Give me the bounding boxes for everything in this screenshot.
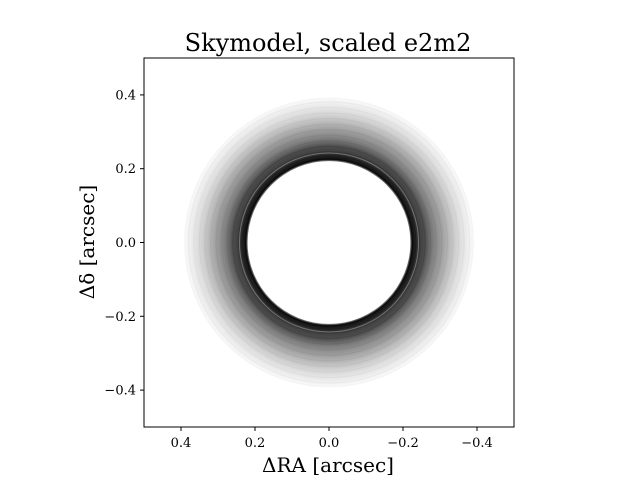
ring-inner-hole bbox=[247, 161, 411, 324]
ring-band bbox=[245, 158, 413, 327]
x-tick-label: 0.0 bbox=[319, 436, 340, 451]
ring-band bbox=[198, 112, 460, 373]
y-tick-label: −0.2 bbox=[104, 310, 136, 325]
x-axis-label: ΔRA [arcsec] bbox=[262, 453, 394, 477]
ring-band bbox=[241, 154, 417, 331]
x-tick-label: −0.4 bbox=[461, 436, 493, 451]
y-tick-label: 0.2 bbox=[115, 162, 136, 177]
sky-ring bbox=[184, 97, 474, 388]
y-axis-label: Δδ [arcsec] bbox=[75, 185, 99, 299]
ring-gap bbox=[238, 152, 420, 333]
ring-band bbox=[221, 134, 437, 351]
y-axis: 0.4 0.2 0.0 −0.2 −0.4 bbox=[104, 88, 144, 399]
chart-title: Skymodel, scaled e2m2 bbox=[185, 29, 472, 57]
y-tick-label: 0.0 bbox=[115, 236, 136, 251]
x-tick-label: −0.2 bbox=[387, 436, 419, 451]
x-axis: 0.4 0.2 0.0 −0.2 −0.4 bbox=[171, 427, 493, 451]
ring-band bbox=[187, 101, 471, 384]
ring-band bbox=[193, 106, 465, 379]
y-tick-label: −0.4 bbox=[104, 384, 136, 399]
ring-band bbox=[226, 140, 432, 345]
ring-band bbox=[210, 123, 449, 362]
ring-band bbox=[204, 117, 454, 368]
ring-band bbox=[215, 129, 443, 356]
x-tick-label: 0.2 bbox=[245, 436, 266, 451]
x-tick-label: 0.4 bbox=[171, 436, 192, 451]
y-tick-label: 0.4 bbox=[115, 88, 136, 103]
ring-band bbox=[237, 151, 421, 334]
ring-band bbox=[232, 145, 426, 340]
ring-band bbox=[184, 97, 474, 388]
